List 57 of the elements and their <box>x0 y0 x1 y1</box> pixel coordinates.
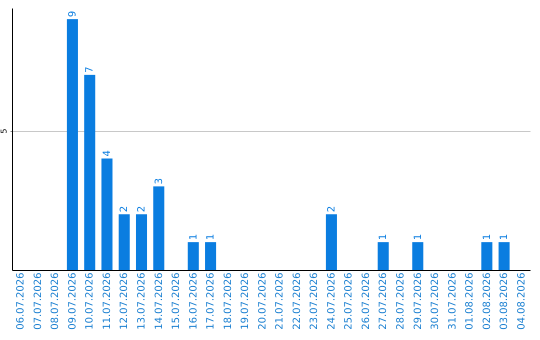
data-label: 2 <box>136 206 148 212</box>
data-label: 1 <box>206 234 217 240</box>
x-tick-label: 17.07.2026 <box>206 272 217 330</box>
bar <box>66 19 78 270</box>
x-tick-label: 26.07.2026 <box>360 272 372 330</box>
x-tick-label: 09.07.2026 <box>67 272 78 330</box>
x-tick-label: 28.07.2026 <box>396 272 406 330</box>
x-tick-label: 21.07.2026 <box>274 272 286 330</box>
y-tick-label: 5 <box>0 128 8 134</box>
bar <box>481 242 492 270</box>
data-label: 4 <box>102 150 113 157</box>
x-tick-label: 13.07.2026 <box>136 272 148 330</box>
x-tick-label: 24.07.2026 <box>326 272 338 330</box>
x-tick-label: 19.07.2026 <box>240 272 252 330</box>
bar <box>118 214 130 270</box>
x-tick-label: 10.07.2026 <box>84 272 96 330</box>
x-tick-label: 16.07.2026 <box>188 272 200 330</box>
data-label: 2 <box>119 206 130 212</box>
x-tick-label: 04.08.2026 <box>516 272 528 330</box>
bar <box>84 74 96 270</box>
x-tick-label: 03.08.2026 <box>499 272 510 330</box>
x-tick-label: 15.07.2026 <box>171 272 182 330</box>
x-tick-label: 30.07.2026 <box>430 272 442 330</box>
x-tick-label: 31.07.2026 <box>447 272 458 330</box>
x-tick-label: 22.07.2026 <box>292 272 303 330</box>
data-label: 7 <box>84 66 96 73</box>
data-label: 1 <box>188 234 200 240</box>
bar <box>378 242 389 270</box>
x-tick-label: 23.07.2026 <box>309 272 320 330</box>
x-tick-label: 08.07.2026 <box>50 272 62 330</box>
x-tick-label: 27.07.2026 <box>378 272 390 330</box>
data-label: 1 <box>412 234 424 240</box>
bar <box>136 214 148 270</box>
bar <box>188 242 199 270</box>
data-label: 1 <box>378 234 390 240</box>
x-tick-label: 02.08.2026 <box>482 272 493 330</box>
bar <box>412 242 424 270</box>
data-label: 3 <box>154 178 165 184</box>
bar <box>326 214 337 270</box>
bar <box>101 158 112 270</box>
x-tick-label: 01.08.2026 <box>464 272 476 330</box>
x-tick-label: 12.07.2026 <box>119 272 130 330</box>
bar <box>205 242 216 270</box>
x-tick-label: 07.07.2026 <box>32 272 44 330</box>
x-tick-label: 06.07.2026 <box>16 272 27 330</box>
x-tick-label: 18.07.2026 <box>222 272 234 330</box>
bar <box>498 242 510 270</box>
x-tick-label: 25.07.2026 <box>344 272 355 330</box>
bar <box>153 186 164 270</box>
data-label: 1 <box>499 234 510 240</box>
data-label: 2 <box>326 206 338 212</box>
data-label: 1 <box>482 234 493 240</box>
data-label: 9 <box>67 10 78 18</box>
x-tick-label: 20.07.2026 <box>257 272 268 330</box>
x-tick-label: 14.07.2026 <box>154 272 165 330</box>
x-tick-label: 29.07.2026 <box>412 272 424 330</box>
x-tick-label: 11.07.2026 <box>102 272 113 330</box>
